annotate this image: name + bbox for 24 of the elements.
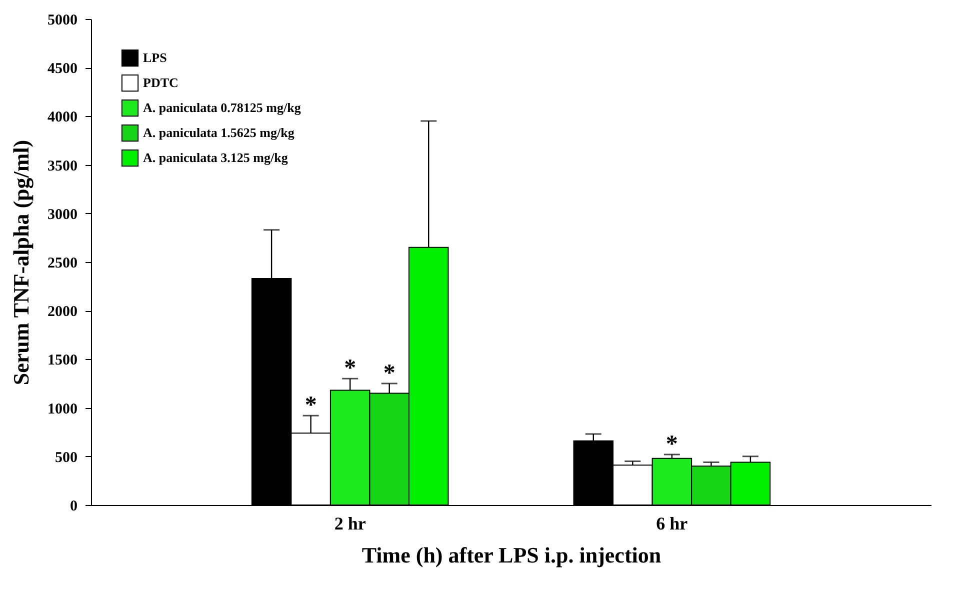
- data-label: *: [344, 356, 356, 382]
- x-tick-label: 6 hr: [656, 514, 688, 534]
- y-axis-title: Serum TNF-alpha (pg/ml): [8, 140, 34, 386]
- y-tick-label: 3500: [48, 158, 78, 174]
- y-tick-label: 3000: [48, 206, 78, 223]
- legend-label: A. paniculata 1.5625 mg/kg: [143, 125, 295, 140]
- legend-label: A. paniculata 3.125 mg/kg: [143, 150, 288, 165]
- legend-label: PDTC: [143, 75, 178, 90]
- data-label: *: [383, 360, 396, 386]
- y-tick-label: 2000: [48, 304, 78, 320]
- y-tick-label: 4500: [48, 61, 78, 78]
- x-tick-label: 2 hr: [334, 514, 366, 534]
- data-label: *: [304, 392, 317, 419]
- y-tick-label: 1500: [48, 352, 78, 369]
- y-tick-label: 1000: [48, 401, 78, 418]
- legend-label: LPS: [143, 50, 167, 65]
- y-tick-label: 5000: [48, 12, 78, 28]
- legend-label: A. paniculata 0.78125 mg/kg: [143, 100, 302, 115]
- y-tick-label: 4000: [48, 110, 78, 126]
- x-axis-title: Time (h) after LPS i.p. injection: [362, 542, 662, 568]
- y-tick-label: 500: [55, 450, 78, 466]
- y-tick-label: 0: [70, 498, 78, 514]
- data-label: *: [666, 431, 678, 458]
- y-tick-label: 2500: [48, 256, 78, 272]
